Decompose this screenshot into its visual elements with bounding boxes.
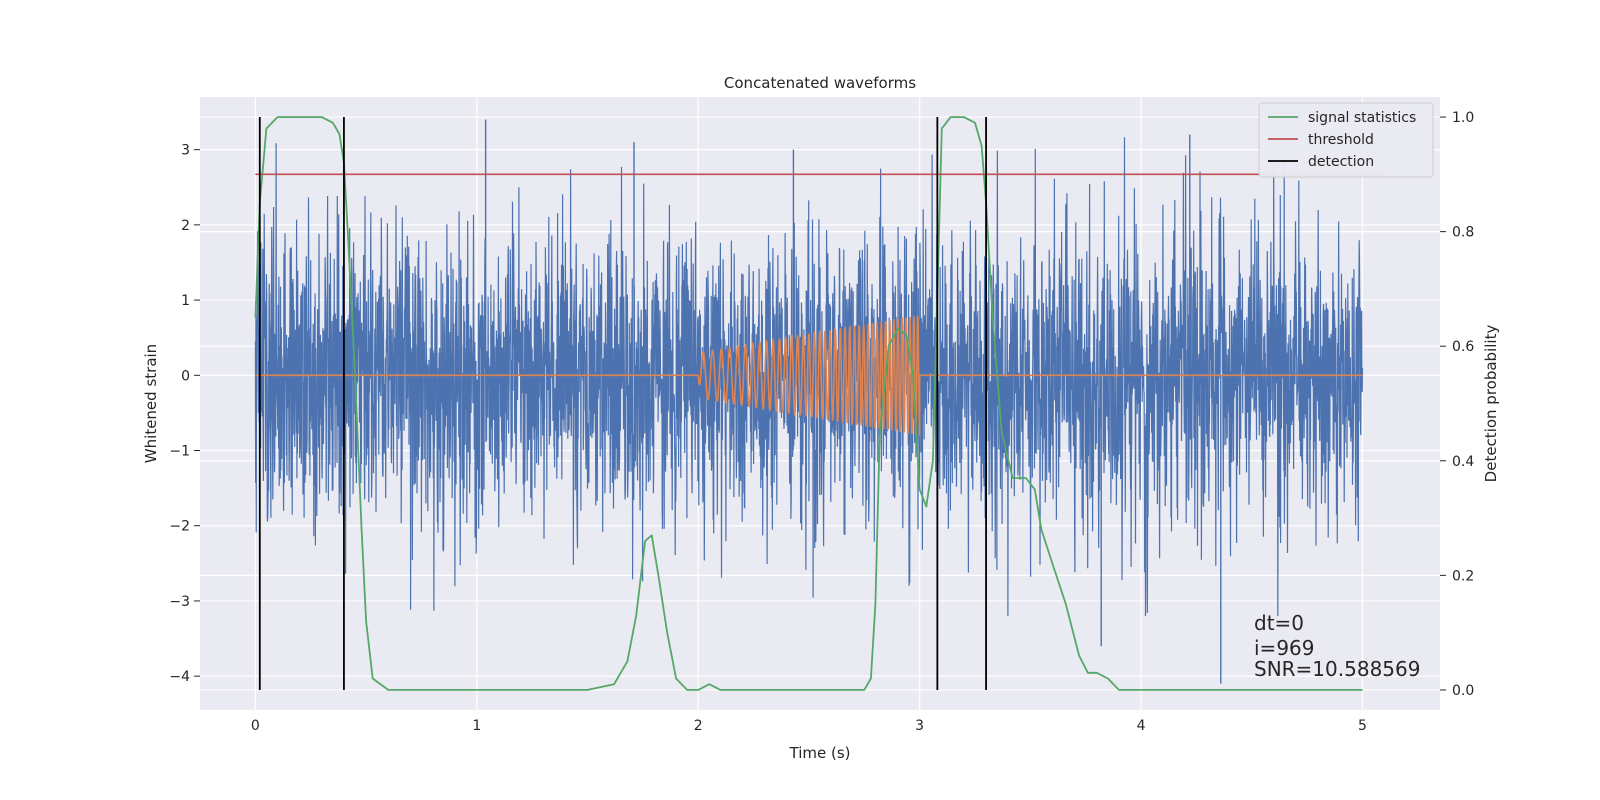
detection-series	[258, 117, 987, 690]
tick-label-right: 0.2	[1452, 568, 1474, 584]
tick-label-left: 0	[181, 368, 190, 384]
tick-label-left: 2	[181, 218, 190, 234]
y-axis-label-left: Whitened strain	[142, 344, 160, 463]
strain-line	[254, 137, 1364, 617]
legend-label-signal-statistics: signal statistics	[1308, 110, 1416, 126]
signal-statistics-series	[254, 116, 1363, 691]
annotation-index: i=969	[1254, 636, 1315, 660]
legend-label-threshold: threshold	[1308, 132, 1374, 148]
tick-label-x: 3	[915, 718, 924, 734]
tick-label-left: 1	[181, 293, 190, 309]
tick-label-x: 2	[694, 718, 703, 734]
chart-title: Concatenated waveforms	[724, 74, 916, 92]
tick-label-left: −3	[169, 594, 190, 610]
legend-label-detection: detection	[1308, 154, 1374, 170]
template-line	[255, 315, 1363, 436]
x-axis-label: Time (s)	[789, 744, 851, 762]
left-axis-ticks: 3 2 1 0 −1 −2 −3 −4	[169, 143, 200, 685]
annotation-dt: dt=0	[1254, 611, 1304, 635]
tick-label-left: −1	[169, 444, 190, 460]
template-series	[255, 315, 1363, 436]
y-axis-label-right: Detection probability	[1482, 325, 1500, 483]
tick-label-left: −4	[169, 669, 190, 685]
tick-label-x: 5	[1358, 718, 1367, 734]
tick-label-x: 0	[251, 718, 260, 734]
tick-label-right: 0.8	[1452, 225, 1474, 241]
legend: signal statistics threshold detection	[1258, 102, 1434, 178]
strain-series	[254, 119, 1364, 684]
tick-label-x: 4	[1137, 718, 1146, 734]
tick-label-left: 3	[181, 143, 190, 159]
tick-label-right: 0.4	[1452, 454, 1474, 470]
tick-label-left: −2	[169, 519, 190, 535]
legend-box	[1258, 102, 1434, 178]
tick-label-x: 1	[472, 718, 481, 734]
signal-statistics-line	[254, 116, 1363, 691]
x-axis-ticks: 0 1 2 3 4 5	[251, 718, 1367, 734]
right-axis-ticks: 1.0 0.8 0.6 0.4 0.2 0.0	[1440, 110, 1474, 699]
annotation-snr: SNR=10.588569	[1254, 657, 1420, 681]
tick-label-right: 0.0	[1452, 683, 1474, 699]
tick-label-right: 0.6	[1452, 339, 1474, 355]
tick-label-right: 1.0	[1452, 110, 1474, 126]
